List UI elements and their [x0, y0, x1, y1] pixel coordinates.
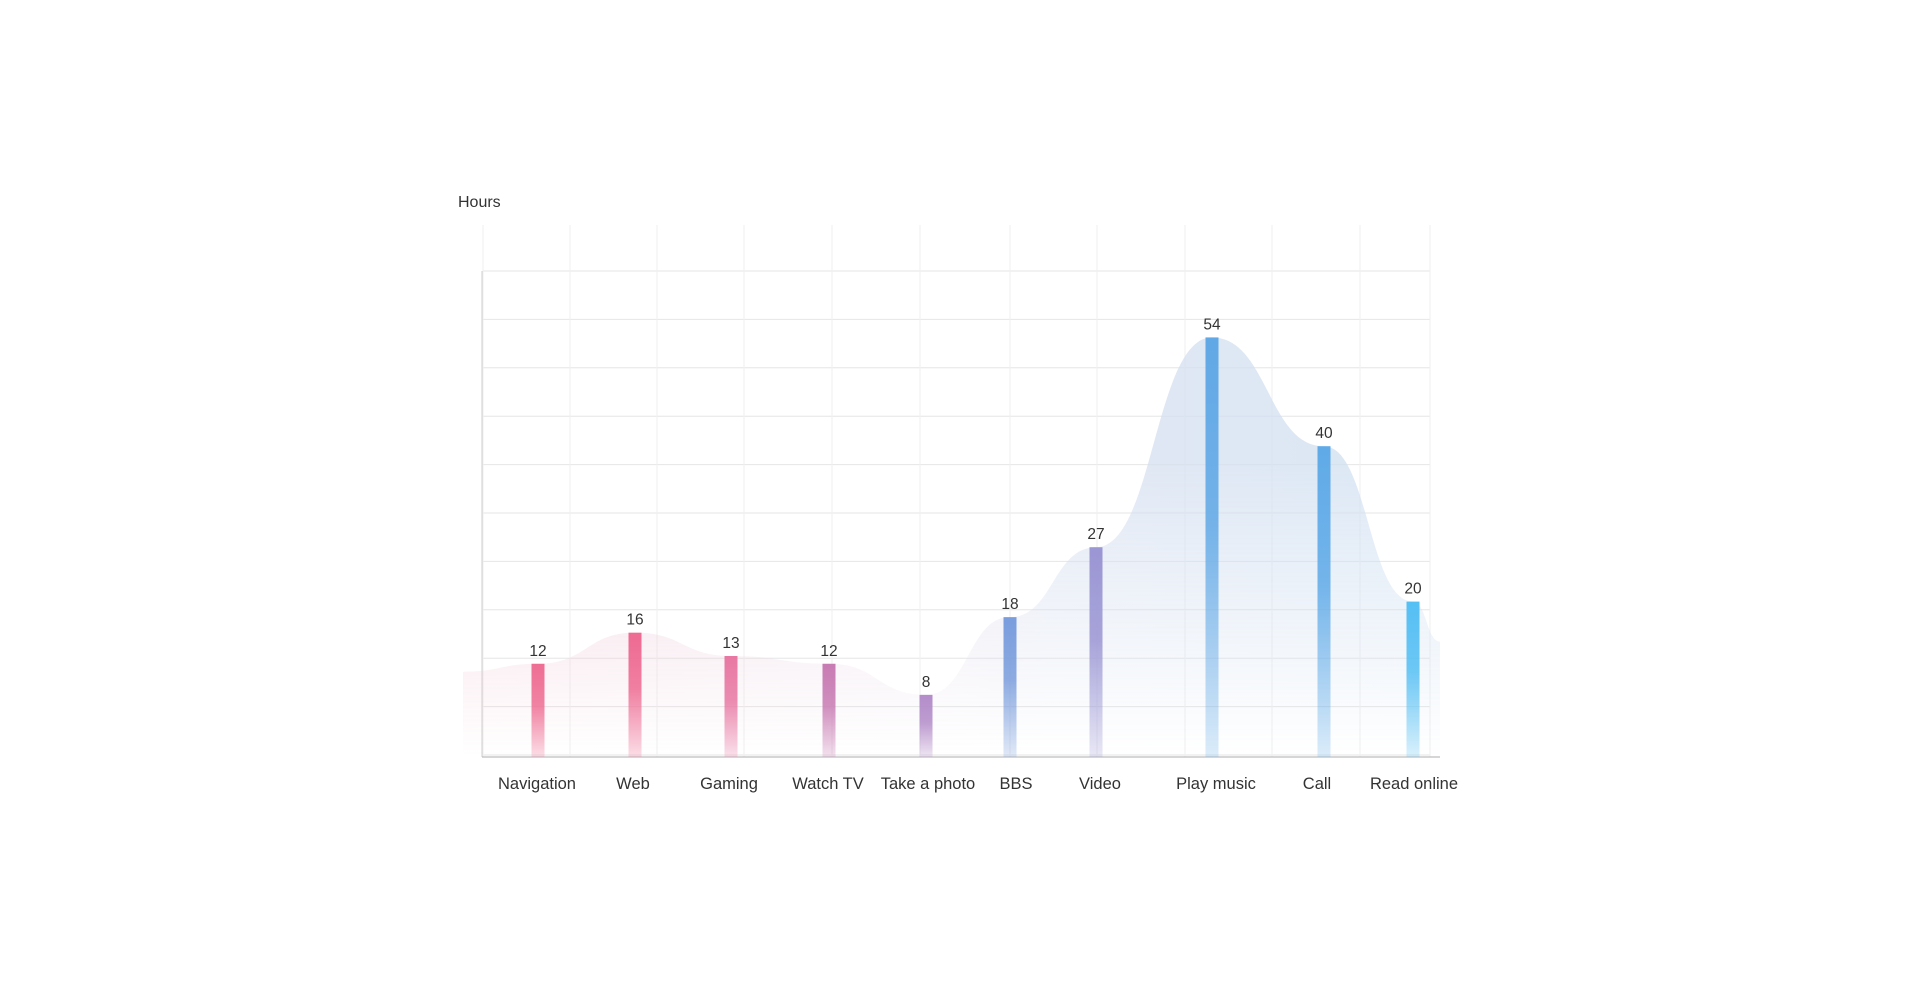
value-label: 12 — [529, 643, 546, 660]
value-label: 16 — [626, 612, 643, 629]
bar-read-online — [1406, 601, 1420, 757]
area-fill — [463, 337, 1440, 757]
y-axis-label: Hours — [458, 194, 501, 211]
category-label: Watch TV — [792, 775, 864, 793]
bar-web — [628, 632, 642, 757]
category-label: Navigation — [498, 775, 576, 793]
bar-take-a-photo — [919, 694, 933, 757]
category-label: Call — [1303, 775, 1331, 793]
category-label: Read online — [1370, 775, 1458, 793]
bar-gaming — [724, 655, 738, 757]
bars — [531, 337, 1420, 757]
value-label: 13 — [722, 635, 739, 652]
bar-watch-tv — [822, 663, 836, 757]
value-label: 40 — [1315, 425, 1333, 442]
category-label: Web — [616, 775, 650, 793]
value-label: 27 — [1087, 526, 1104, 543]
bar-call — [1317, 446, 1331, 757]
value-label: 54 — [1203, 316, 1221, 333]
labels: 12 16 13 12 8 18 27 54 40 20 Navigation Web Gaming Wa… — [498, 316, 1458, 793]
value-label: 18 — [1001, 596, 1018, 613]
bar-video — [1089, 547, 1103, 757]
bar-play-music — [1205, 337, 1219, 757]
value-label: 20 — [1404, 581, 1422, 598]
category-label: BBS — [999, 775, 1032, 793]
bar-navigation — [531, 663, 545, 757]
value-label: 12 — [820, 643, 837, 660]
value-label: 8 — [922, 674, 931, 691]
area-background — [463, 337, 1440, 757]
category-label: Video — [1079, 775, 1121, 793]
category-label: Take a photo — [881, 775, 976, 793]
category-label: Play music — [1176, 775, 1256, 793]
category-label: Gaming — [700, 775, 758, 793]
bar-bbs — [1003, 617, 1017, 757]
